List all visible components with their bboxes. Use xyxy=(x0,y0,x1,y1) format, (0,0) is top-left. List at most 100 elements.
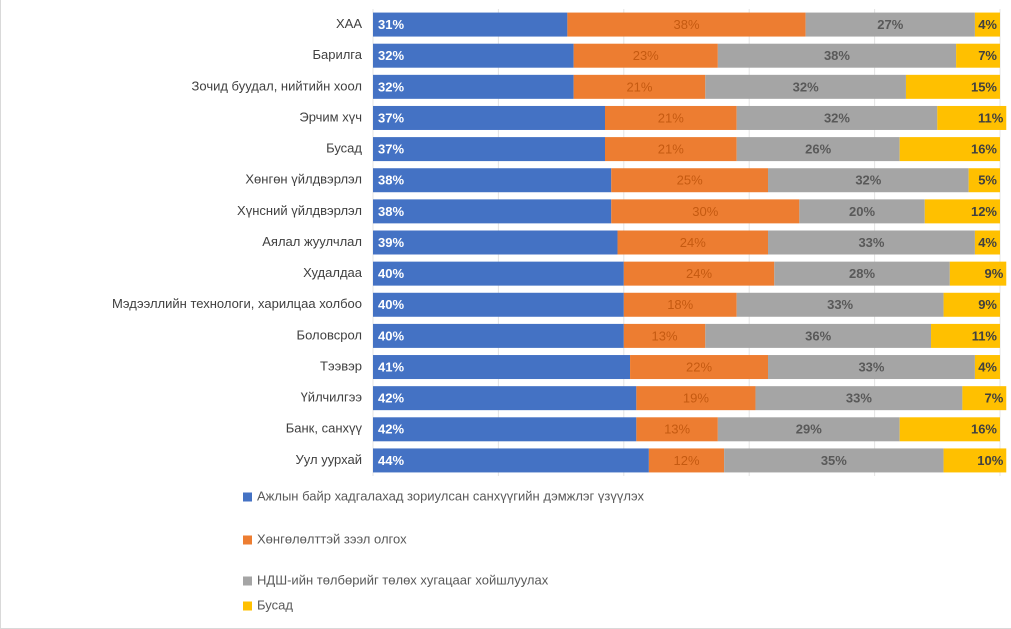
data-label: 40% xyxy=(378,266,404,281)
bar-segment xyxy=(617,230,769,255)
data-label: 31% xyxy=(378,17,404,32)
bar-segment xyxy=(611,199,800,224)
data-label: 36% xyxy=(805,328,831,343)
bar-segment xyxy=(373,168,612,193)
bar-segment xyxy=(604,137,737,162)
bar-segment xyxy=(373,105,605,130)
data-label: 32% xyxy=(824,110,850,125)
data-label: 5% xyxy=(978,173,997,188)
bar-segment xyxy=(373,230,618,255)
bar-segment xyxy=(805,12,975,37)
data-label: 16% xyxy=(971,422,997,437)
bar-segment xyxy=(623,292,737,317)
bar-segment xyxy=(956,43,1000,68)
data-label: 37% xyxy=(378,142,404,157)
data-label: 4% xyxy=(978,235,997,250)
data-label: 7% xyxy=(984,391,1003,406)
y-tick-label: Хөнгөн үйлдвэрлэл xyxy=(245,172,362,187)
bar-segment xyxy=(736,292,944,317)
data-label: 9% xyxy=(978,297,997,312)
bar-segment xyxy=(373,448,649,473)
legend-swatch xyxy=(243,576,252,586)
bar-segment xyxy=(567,12,806,37)
bar-segment xyxy=(924,199,1000,224)
data-label: 33% xyxy=(827,297,853,312)
legend-swatch xyxy=(243,535,252,545)
bar-segment xyxy=(648,448,725,473)
y-tick-label: Тээвэр xyxy=(320,358,362,373)
data-label: 38% xyxy=(378,204,404,219)
bar-segment xyxy=(717,43,957,68)
legend-label: НДШ-ийн төлбөрийг төлөх хугацааг хойшлуу… xyxy=(257,572,549,587)
data-label: 40% xyxy=(378,328,404,343)
y-tick-label: Боловсрол xyxy=(297,327,362,342)
data-label: 38% xyxy=(824,48,850,63)
legend-label: Ажлын байр хадгалахад зориулсан санхүүги… xyxy=(257,488,644,503)
data-label: 16% xyxy=(971,142,997,157)
data-label: 33% xyxy=(858,235,884,250)
bar-segment xyxy=(736,105,938,130)
data-label: 29% xyxy=(796,422,822,437)
data-label: 18% xyxy=(667,297,693,312)
bar-segment xyxy=(768,230,975,255)
data-label: 12% xyxy=(971,204,997,219)
y-tick-label: Уул уурхай xyxy=(296,452,362,467)
bar-segment xyxy=(573,74,706,99)
data-label: 38% xyxy=(378,173,404,188)
bar-segment xyxy=(931,323,1000,348)
legend-swatch xyxy=(243,492,252,502)
legend-label: Бусад xyxy=(257,597,293,612)
bar-segment xyxy=(768,168,969,193)
bar-segment xyxy=(974,230,1000,255)
bar-segment xyxy=(636,386,756,411)
bar-segment xyxy=(373,12,568,37)
data-label: 33% xyxy=(846,391,872,406)
bar-segment xyxy=(937,105,1007,130)
data-label: 11% xyxy=(978,110,1004,125)
bar-segment xyxy=(636,417,718,442)
data-label: 28% xyxy=(849,266,875,281)
data-label: 32% xyxy=(855,173,881,188)
bar-segment xyxy=(373,323,624,348)
data-label: 22% xyxy=(686,359,712,374)
bar-segment xyxy=(899,417,1000,442)
bar-segment xyxy=(705,323,932,348)
y-tick-label: Мэдээллийн технологи, харилцаа холбоо xyxy=(112,296,362,311)
data-label: 27% xyxy=(877,17,903,32)
data-label: 44% xyxy=(378,453,404,468)
bar-segment xyxy=(799,199,925,224)
bar-segment xyxy=(962,386,1007,411)
bar-segment xyxy=(943,448,1007,473)
data-label: 21% xyxy=(658,110,684,125)
bar-segment xyxy=(373,43,574,68)
data-label: 21% xyxy=(626,79,652,94)
data-label: 7% xyxy=(978,48,997,63)
bar-segment xyxy=(373,355,631,380)
data-label: 9% xyxy=(984,266,1003,281)
bar-segment xyxy=(373,199,612,224)
bar-segment xyxy=(968,168,1000,193)
data-label: 13% xyxy=(652,328,678,343)
data-label: 33% xyxy=(858,359,884,374)
y-tick-label: Зочид буудал, нийтийн хоол xyxy=(192,78,362,93)
y-tick-label: Үйлчилгээ xyxy=(301,390,363,405)
data-label: 24% xyxy=(680,235,706,250)
bar-segment xyxy=(373,292,624,317)
legend-label: Хөнгөлөлттэй зээл олгох xyxy=(257,531,407,546)
bar-segment xyxy=(755,386,963,411)
y-tick-label: Хүнсний үйлдвэрлэл xyxy=(237,203,362,218)
bar-segment xyxy=(974,12,1000,37)
bar-segment xyxy=(623,323,706,348)
bar-segment xyxy=(974,355,1000,380)
data-label: 12% xyxy=(673,453,699,468)
data-label: 26% xyxy=(805,142,831,157)
bar-segment xyxy=(768,355,975,380)
bar-segment xyxy=(774,261,950,286)
bar-segment xyxy=(373,137,605,162)
y-tick-label: Худалдаа xyxy=(303,265,363,280)
bar-segment xyxy=(949,261,1007,286)
y-tick-label: Банк, санхүү xyxy=(286,421,363,436)
bar-segment xyxy=(899,137,1000,162)
y-tick-label: Барилга xyxy=(312,47,362,62)
